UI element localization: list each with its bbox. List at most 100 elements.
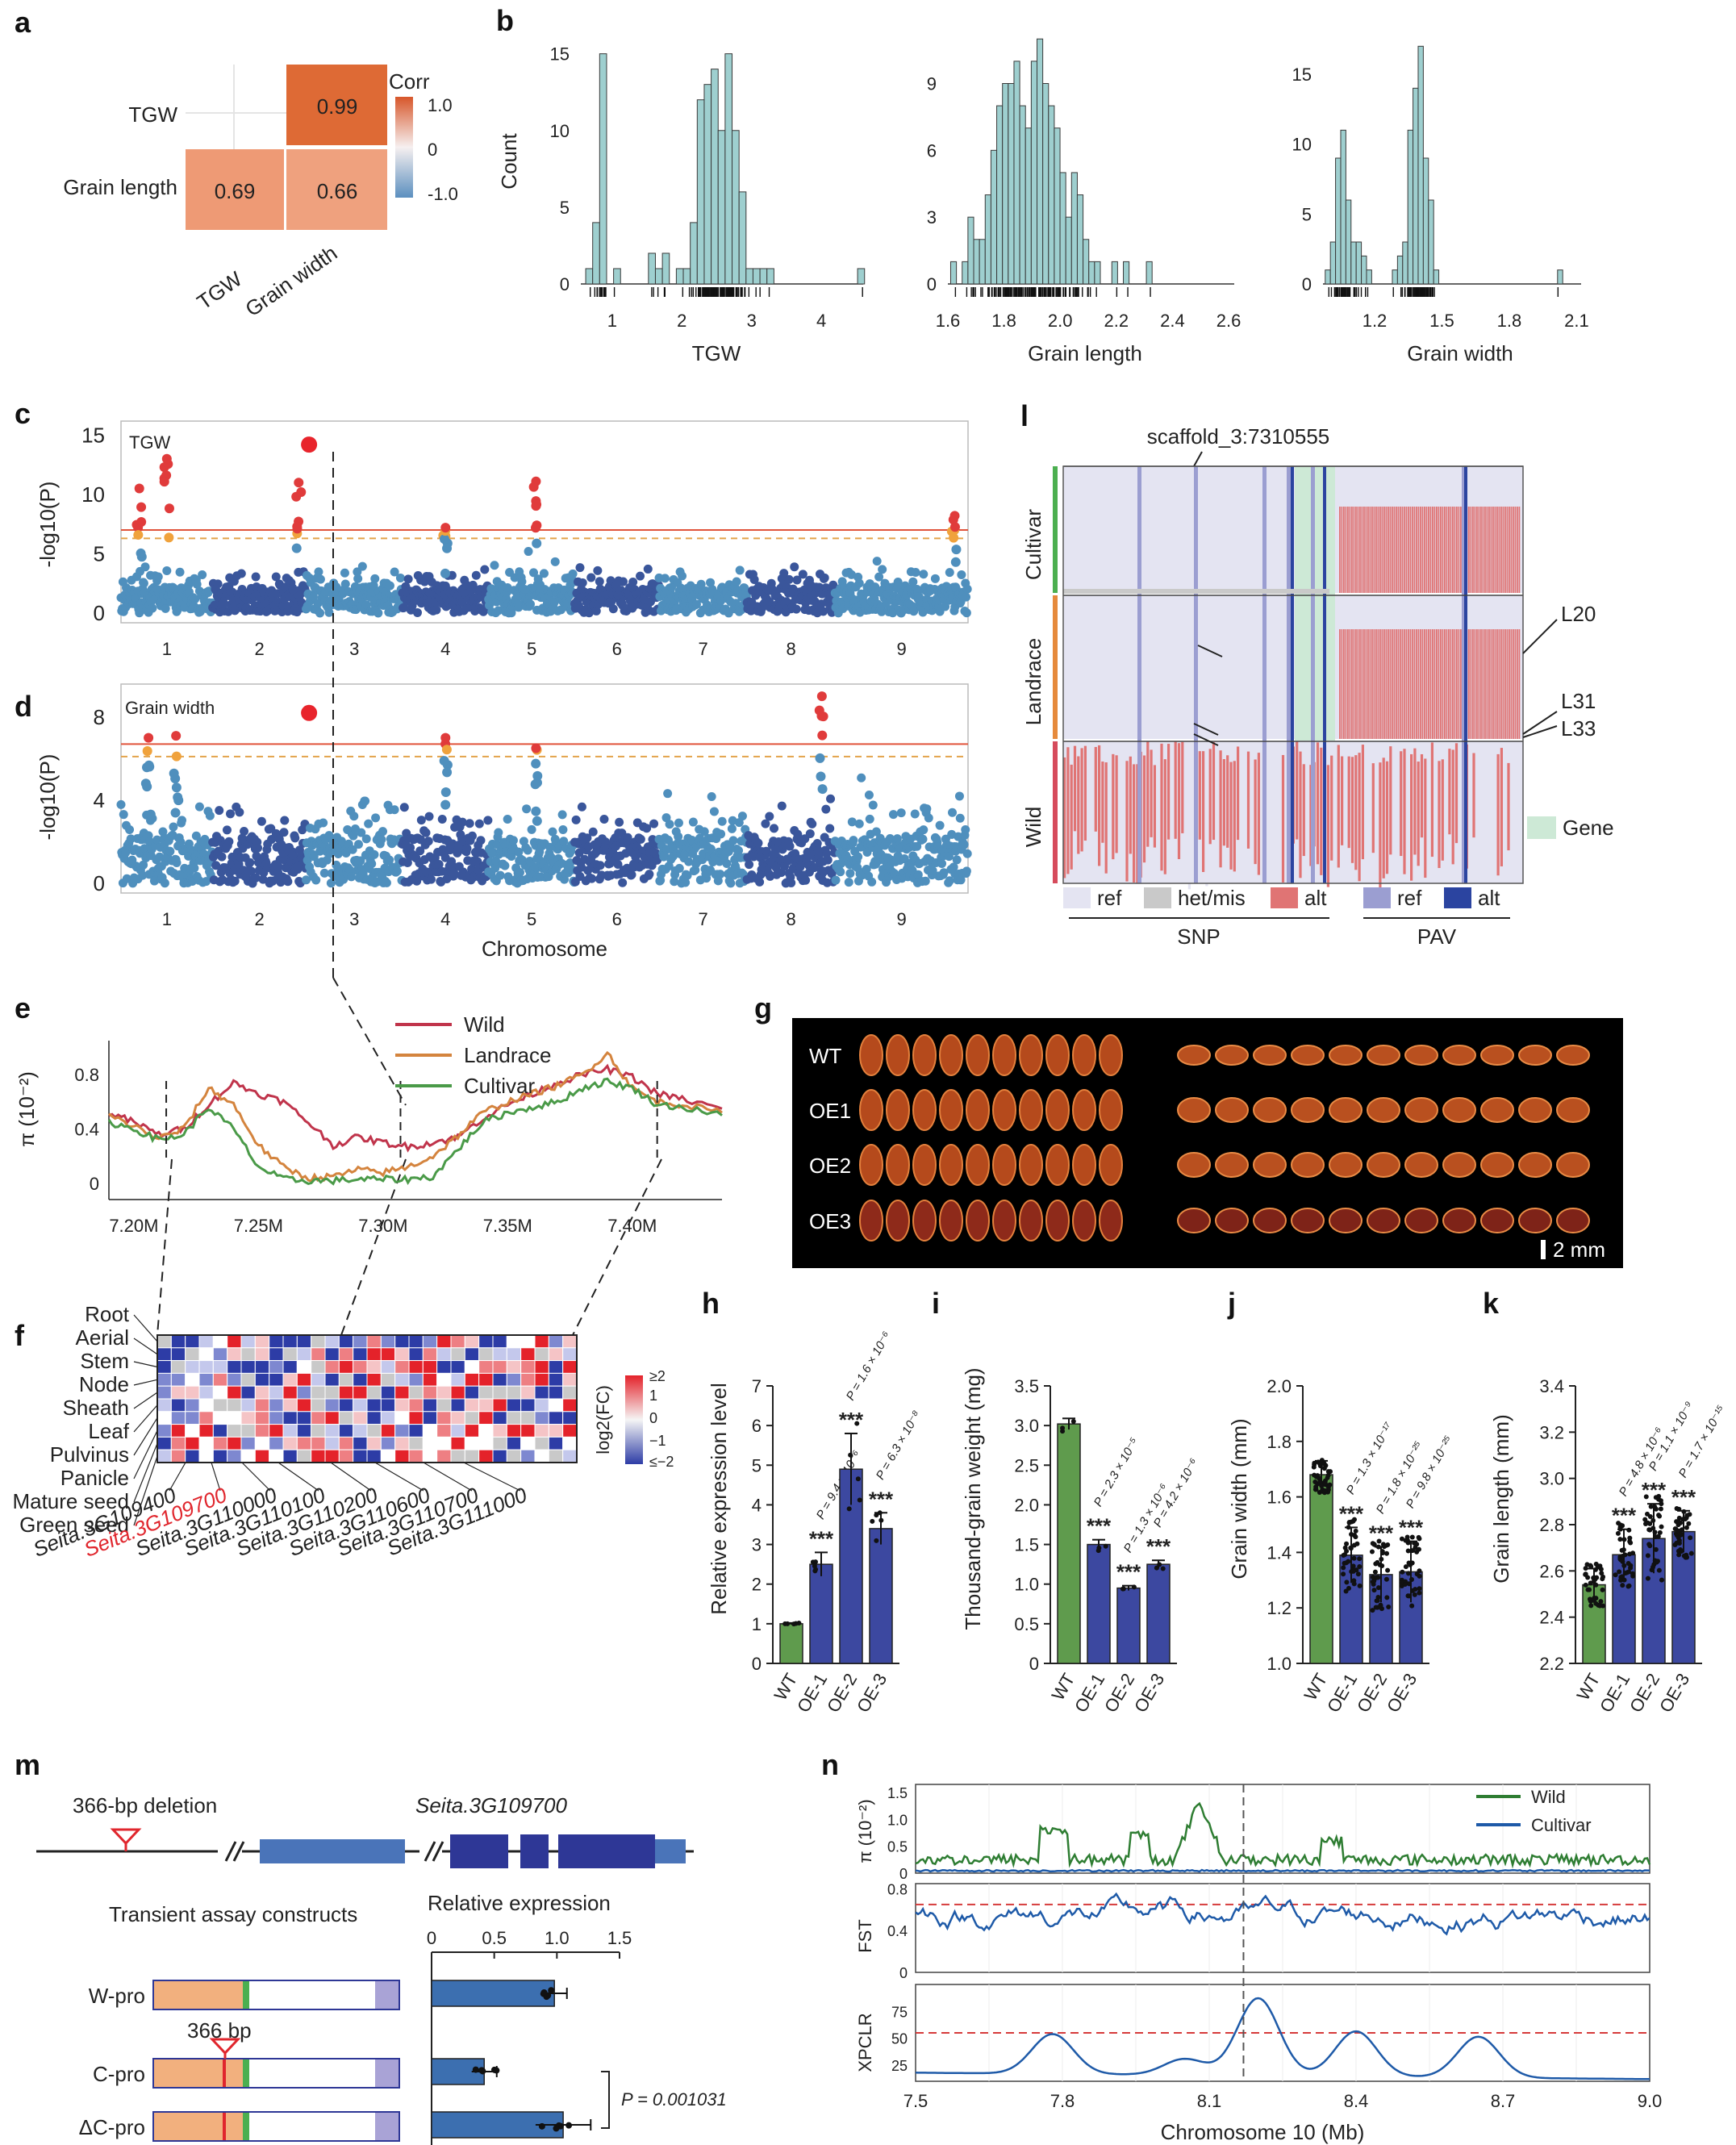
wild-alt <box>1122 760 1125 865</box>
wild-alt <box>1427 741 1430 862</box>
snp-point <box>910 809 920 819</box>
heatmap-cell <box>269 1334 284 1349</box>
heatmap-cell <box>380 1449 396 1463</box>
heatmap-cell <box>156 1360 172 1374</box>
wild-alt <box>1187 762 1191 890</box>
peak-point <box>440 787 451 797</box>
legend-item: het/mis <box>1178 886 1246 910</box>
seed-front <box>1045 1200 1070 1242</box>
alt-column <box>1412 629 1413 739</box>
heatmap-cell <box>450 1372 465 1387</box>
hist-bar <box>717 130 726 285</box>
snp-point <box>357 828 366 837</box>
alt-column <box>1359 629 1361 739</box>
track-ylabel: π (10⁻²) <box>855 1799 875 1863</box>
data-point <box>1688 1535 1693 1541</box>
ytick: 0.4 <box>887 1923 908 1939</box>
heatmap-cell <box>324 1411 340 1425</box>
snp-point <box>790 562 799 572</box>
seed-side <box>1404 1045 1438 1066</box>
heatmap-cell <box>240 1449 256 1463</box>
seed-side <box>1556 1097 1590 1123</box>
heatmap-cell <box>311 1385 326 1400</box>
snp-point <box>251 873 261 883</box>
alt-column <box>1405 507 1408 593</box>
heatmap-cell <box>548 1436 564 1450</box>
group-label: Landrace <box>1021 638 1045 725</box>
data-point <box>1648 1504 1654 1509</box>
wild-alt <box>1400 751 1403 857</box>
seed-side <box>1367 1208 1400 1233</box>
snp-point <box>928 866 937 875</box>
scale-bar-label: 2 mm <box>1553 1237 1605 1262</box>
snp-point <box>558 825 568 835</box>
seed-side <box>1556 1045 1590 1066</box>
data-point <box>1653 1534 1659 1539</box>
data-point <box>1657 1529 1663 1535</box>
wild-alt <box>1368 744 1371 836</box>
tissue-connector <box>133 1404 158 1433</box>
ytick: 2.8 <box>1539 1515 1564 1535</box>
data-point <box>878 1517 884 1523</box>
heatmap-cell <box>311 1411 326 1425</box>
arrow <box>1193 733 1219 746</box>
peak-point <box>817 730 828 741</box>
heatmap-cell <box>324 1449 340 1463</box>
alt-column <box>1513 629 1514 739</box>
corr-col-label: Grain width <box>241 240 342 321</box>
snp-point <box>608 604 618 614</box>
ytick: 10 <box>81 482 105 507</box>
snp-point <box>280 816 290 825</box>
pi-series-line <box>108 1050 723 1183</box>
wild-alt <box>1472 753 1475 838</box>
snp-point <box>865 814 874 824</box>
heatmap-cell <box>422 1449 438 1463</box>
heatmap-cell <box>156 1334 172 1349</box>
heatmap-cell <box>408 1398 424 1413</box>
snp-point <box>412 607 422 617</box>
heatmap-cell <box>478 1411 494 1425</box>
seed-side <box>1177 1208 1211 1233</box>
snp-point <box>116 799 126 809</box>
peak-point <box>159 477 169 487</box>
snp-point <box>361 834 371 844</box>
gene-model <box>36 1828 694 1868</box>
seed-front <box>1072 1034 1096 1076</box>
wild-alt <box>1316 742 1320 865</box>
heatmap-cell <box>282 1334 298 1349</box>
hist-bar <box>1340 129 1346 285</box>
corr-legend-tick: 0 <box>428 140 437 160</box>
xpclr-line <box>915 1997 1650 2080</box>
heatmap-cell <box>324 1398 340 1413</box>
heatmap-cell <box>464 1411 480 1425</box>
tissue-label: Stem <box>80 1349 129 1373</box>
heatmap-cell <box>562 1436 578 1450</box>
alt-column <box>1359 507 1361 593</box>
heatmap-cell <box>380 1398 396 1413</box>
wild-alt <box>1396 765 1399 856</box>
snp-point <box>153 572 163 582</box>
hist-ytick: 3 <box>927 207 937 227</box>
data-point <box>857 1497 862 1503</box>
snp-point <box>326 878 336 888</box>
alt-column <box>1450 507 1452 593</box>
data-point <box>813 1567 819 1572</box>
hist-bar <box>724 53 733 285</box>
hist-ytick: 15 <box>550 44 570 65</box>
wild-alt <box>1434 761 1438 873</box>
alt-column <box>1412 507 1413 593</box>
snp-point <box>341 848 351 858</box>
heatmap-cell <box>338 1360 354 1374</box>
heatmap-cell <box>311 1436 326 1450</box>
heatmap-cell <box>254 1436 270 1450</box>
heatmap-cell <box>282 1347 298 1362</box>
data-point <box>1322 1480 1328 1486</box>
data-point <box>1587 1596 1592 1602</box>
snp-point <box>224 837 234 846</box>
snp-point <box>919 825 929 835</box>
seed-front <box>992 1200 1016 1242</box>
wild-alt <box>1500 748 1503 866</box>
chromosome-tick: 5 <box>527 909 536 929</box>
